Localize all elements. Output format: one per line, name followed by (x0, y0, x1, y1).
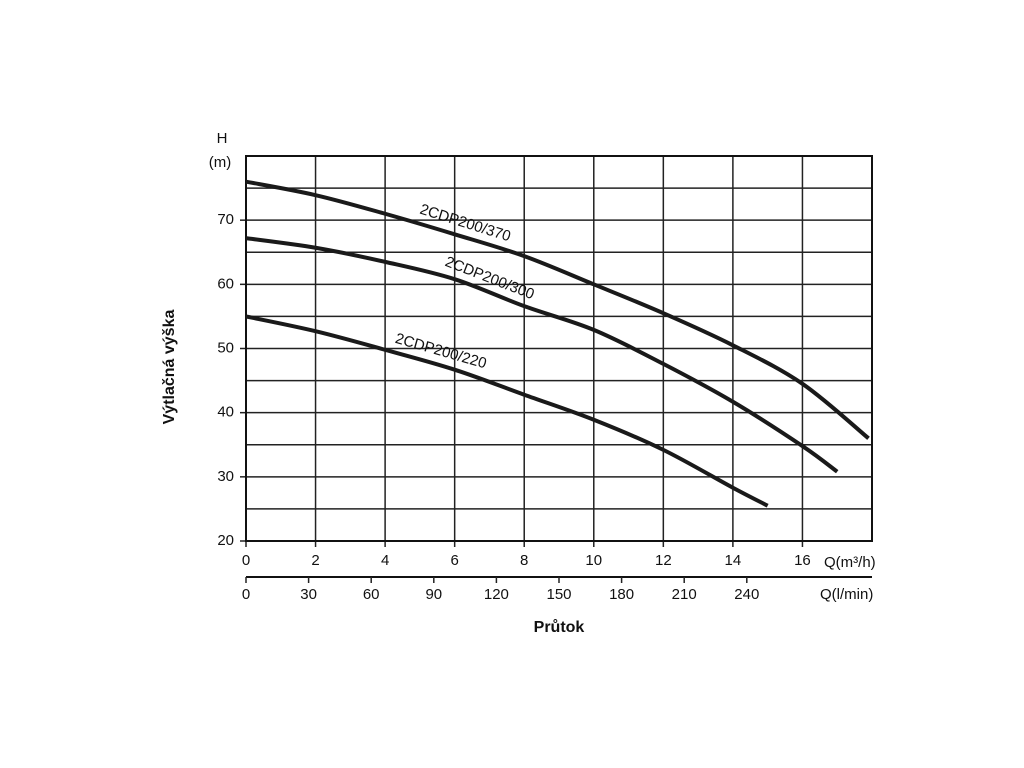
y-tick-label: 40 (217, 404, 234, 421)
x2-tick-label: 210 (672, 586, 697, 603)
x-title: Průtok (534, 619, 585, 636)
x-tick-label: 14 (725, 552, 742, 569)
x-tick-label: 12 (655, 552, 672, 569)
pump-curve (245, 314, 769, 508)
y-tick-label: 60 (217, 275, 234, 292)
x-tick-label: 10 (585, 552, 602, 569)
x2-tick-label: 60 (363, 586, 380, 603)
y-title: Výtlačná výška (161, 310, 178, 425)
pump-curve (245, 236, 839, 474)
x-tick-label: 8 (520, 552, 528, 569)
x-tick-label: 0 (242, 552, 250, 569)
x2-tick-label: 0 (242, 586, 250, 603)
y-label-top: H (217, 130, 228, 147)
y-tick-label: 70 (217, 211, 234, 228)
x2-unit: Q(l/min) (820, 586, 873, 603)
x-unit: Q(m³/h) (824, 554, 876, 571)
x-tick-label: 16 (794, 552, 811, 569)
x2-tick-label: 150 (546, 586, 571, 603)
x2-tick-label: 180 (609, 586, 634, 603)
pump-curve (245, 179, 870, 440)
y-tick-label: 50 (217, 339, 234, 356)
x-tick-label: 2 (311, 552, 319, 569)
x2-tick-label: 90 (425, 586, 442, 603)
x2-tick-label: 120 (484, 586, 509, 603)
x-tick-label: 4 (381, 552, 389, 569)
x-tick-label: 6 (450, 552, 458, 569)
y-tick-label: 20 (217, 532, 234, 549)
x2-tick-label: 30 (300, 586, 317, 603)
y-unit: (m) (209, 154, 232, 171)
x2-tick-label: 240 (734, 586, 759, 603)
plot-frame (245, 155, 873, 542)
y-tick-label: 30 (217, 468, 234, 485)
